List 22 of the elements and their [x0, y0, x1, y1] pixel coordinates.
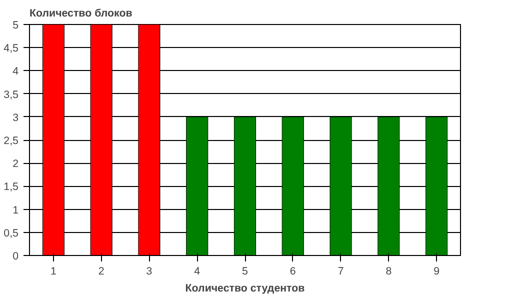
- x-tick-label: 9: [434, 266, 440, 278]
- y-tick-label: 3: [12, 112, 19, 124]
- y-tick-label: 1: [12, 204, 19, 216]
- x-tick-label: 2: [98, 266, 104, 278]
- x-tick-label: 8: [386, 266, 392, 278]
- y-tick-label: 5: [12, 20, 19, 32]
- x-tick-label: 1: [50, 266, 56, 278]
- x-tick-label: 4: [194, 266, 200, 278]
- y-tick-label: 2: [12, 158, 19, 170]
- x-tick-label: 5: [242, 266, 248, 278]
- y-tick-label: 1,5: [4, 181, 19, 194]
- x-axis-title: Количество студентов: [185, 282, 306, 294]
- x-tick-label: 7: [338, 266, 344, 278]
- y-tick-label: 0,5: [4, 227, 19, 240]
- y-axis-title: Количество блоков: [30, 8, 133, 20]
- x-tick-label: 3: [146, 266, 152, 278]
- x-tick-label: 6: [290, 266, 296, 278]
- y-tick-label: 0: [12, 250, 19, 262]
- y-tick-label: 2,5: [4, 135, 19, 147]
- y-tick-label: 4: [12, 66, 19, 78]
- y-tick-label: 4,5: [4, 42, 19, 55]
- y-tick-label: 3,5: [4, 88, 19, 101]
